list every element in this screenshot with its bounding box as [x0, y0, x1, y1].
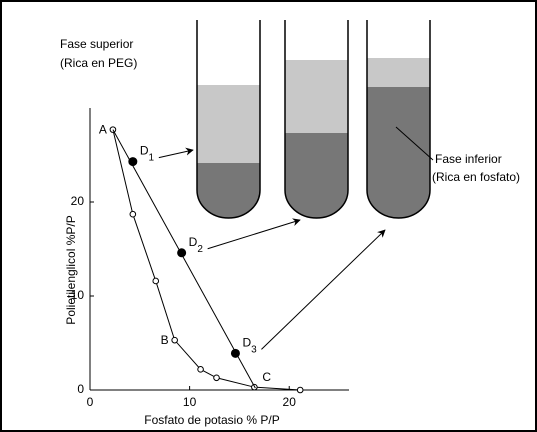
annotation: (Rica en fosfato)	[432, 170, 520, 184]
point	[230, 348, 240, 358]
point-label-text: D	[242, 336, 251, 350]
tube	[196, 20, 261, 219]
arrow	[207, 218, 301, 250]
annotation: (Rica en PEG)	[60, 56, 137, 70]
y-axis-label: Polietilenglicol %P/P	[64, 215, 78, 324]
point	[152, 277, 160, 285]
point	[177, 248, 187, 258]
x-tick-label: 0	[87, 395, 94, 409]
point	[197, 366, 204, 373]
tube	[284, 20, 349, 219]
x-axis-label: Fosfato de potasio % P/P	[144, 413, 279, 427]
y-tick-label: 0	[77, 382, 84, 396]
pointer	[395, 126, 434, 161]
point-label-text: D	[140, 144, 149, 158]
point-label-text: D	[189, 235, 198, 249]
point-label-sub: 1	[149, 152, 155, 163]
point	[171, 336, 178, 344]
tube	[366, 20, 431, 219]
point-label-text: A	[99, 123, 107, 137]
point-label: D1	[140, 144, 155, 163]
point-label: A	[99, 123, 107, 137]
point	[129, 210, 137, 218]
y-tick-label: 10	[71, 288, 85, 302]
point-label-sub: 2	[197, 243, 203, 254]
annotation: Fase inferior	[435, 152, 502, 166]
arrow	[261, 229, 386, 350]
annotation: Fase superior	[60, 37, 133, 51]
point-label: D3	[242, 336, 257, 355]
x-tick-label: 20	[283, 395, 297, 409]
point	[109, 126, 117, 133]
x-tick-label: 10	[183, 395, 197, 409]
arrow	[158, 147, 194, 159]
point	[296, 386, 304, 394]
point	[213, 374, 220, 382]
point-label-text: C	[262, 370, 271, 384]
point-label: C	[262, 370, 271, 384]
point-label: B	[161, 333, 169, 347]
point-label-text: B	[161, 333, 169, 347]
series-line	[112, 129, 301, 391]
point-label-sub: 3	[251, 344, 257, 355]
series-line	[112, 129, 256, 389]
point	[128, 157, 138, 167]
y-tick-label: 20	[71, 194, 85, 208]
point-label: D2	[189, 235, 204, 254]
